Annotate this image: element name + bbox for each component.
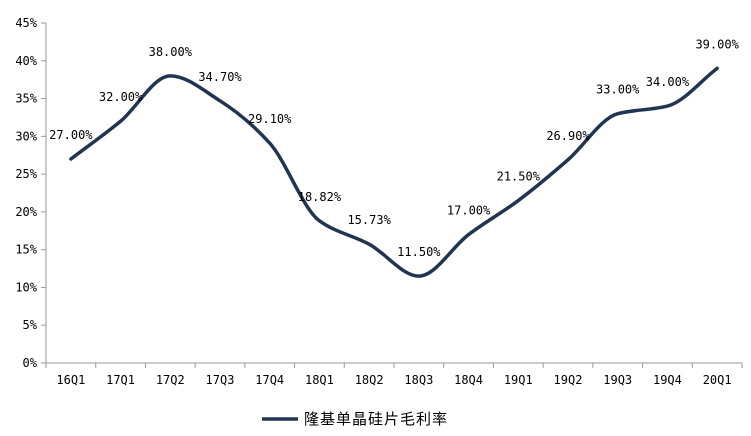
y-tick-label: 45% xyxy=(15,16,37,30)
y-tick-label: 35% xyxy=(15,92,37,106)
x-tick-label: 18Q3 xyxy=(404,373,433,387)
data-label: 38.00% xyxy=(149,45,193,59)
data-label: 26.90% xyxy=(546,129,590,143)
x-tick-label: 17Q4 xyxy=(255,373,284,387)
axes xyxy=(45,23,742,364)
data-label: 15.73% xyxy=(347,213,391,227)
data-label: 33.00% xyxy=(596,83,640,97)
y-tick-label: 15% xyxy=(15,243,37,257)
data-label: 11.50% xyxy=(397,245,441,259)
x-tick-label: 17Q3 xyxy=(206,373,235,387)
x-tick-label: 17Q2 xyxy=(156,373,185,387)
y-axis-ticks: 0% 5% 10% 15% 20% 25% 30% 35% 40% 45% xyxy=(15,16,46,370)
x-tick-label: 20Q1 xyxy=(703,373,732,387)
data-label: 21.50% xyxy=(497,170,541,184)
data-label: 27.00% xyxy=(49,128,93,142)
y-tick-label: 10% xyxy=(15,280,37,294)
x-tick-label: 18Q4 xyxy=(454,373,483,387)
data-label: 17.00% xyxy=(447,204,491,218)
legend-label: 隆基单晶硅片毛利率 xyxy=(304,410,448,428)
x-tick-label: 19Q4 xyxy=(653,373,682,387)
y-tick-label: 25% xyxy=(15,167,37,181)
data-labels: 27.00% 32.00% 38.00% 34.70% 29.10% 18.82% 15.7… xyxy=(49,37,739,259)
x-tick-label: 19Q2 xyxy=(554,373,583,387)
x-tick-label: 19Q1 xyxy=(504,373,533,387)
series-line xyxy=(69,66,719,278)
y-tick-label: 20% xyxy=(15,205,37,219)
x-axis-ticks: 16Q1 17Q1 17Q2 17Q3 17Q4 18Q1 18Q2 18Q3 18Q4 19Q1… xyxy=(45,363,743,387)
data-label: 39.00% xyxy=(695,37,739,51)
data-label: 34.70% xyxy=(198,70,242,84)
data-label: 32.00% xyxy=(99,90,143,104)
y-tick-label: 40% xyxy=(15,54,37,68)
legend: 隆基单晶硅片毛利率 xyxy=(262,410,448,428)
data-label: 18.82% xyxy=(298,190,342,204)
x-tick-label: 17Q1 xyxy=(106,373,135,387)
x-tick-label: 16Q1 xyxy=(56,373,85,387)
data-label: 34.00% xyxy=(646,75,690,89)
data-label: 29.10% xyxy=(248,112,292,126)
y-tick-label: 30% xyxy=(15,129,37,143)
x-tick-label: 18Q2 xyxy=(355,373,384,387)
y-tick-label: 0% xyxy=(23,356,38,370)
x-tick-label: 19Q3 xyxy=(603,373,632,387)
x-tick-label: 18Q1 xyxy=(305,373,334,387)
y-tick-label: 5% xyxy=(23,318,38,332)
